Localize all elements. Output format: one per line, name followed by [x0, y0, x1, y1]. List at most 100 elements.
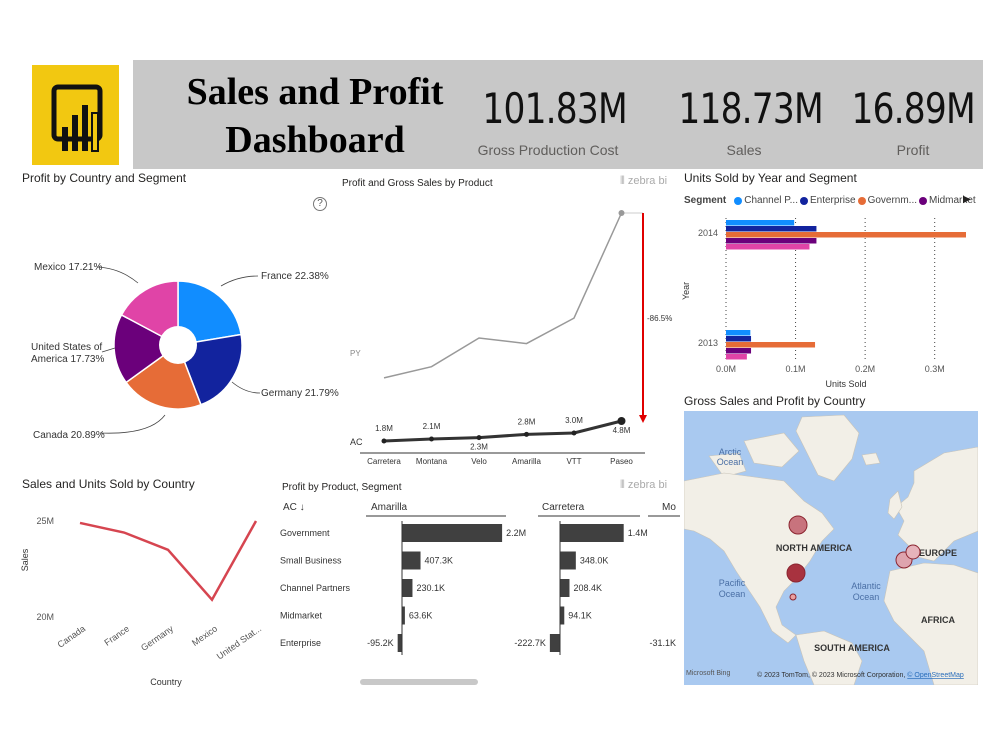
units-bar [726, 330, 751, 336]
py-label: PY [350, 349, 361, 358]
map-bubble-mexico[interactable] [789, 593, 797, 601]
amarilla-bar [402, 524, 503, 542]
col-header-mo: Mo [662, 502, 676, 513]
legend-item-channel: Channel P... [734, 195, 798, 206]
ac-label: AC [350, 437, 363, 447]
units-bar [726, 220, 795, 226]
units-tick-label: 0.2M [855, 364, 875, 374]
units-xlabel: Units Sold [825, 379, 866, 389]
units-bar [726, 348, 752, 354]
pie-slice[interactable] [177, 280, 242, 346]
carretera-value-label: 1.4M [628, 528, 648, 538]
carretera-bar [560, 579, 570, 597]
legend-item-enterprise: Enterprise [799, 195, 856, 206]
product-chart-title: Profit and Gross Sales by Product [342, 178, 493, 189]
carretera-value-label: 94.1K [568, 611, 592, 621]
product-tick-label: VTT [566, 457, 581, 466]
ac-point [571, 430, 577, 436]
sort-header[interactable]: AC ↓ [283, 502, 305, 513]
line-category-label: France [102, 623, 131, 647]
ac-line [383, 419, 622, 443]
units-tick-label: 0.3M [925, 364, 945, 374]
profit-table-chart[interactable]: AC ↓ Amarilla Carretera Mo Government Sma… [276, 496, 680, 666]
map-canvas[interactable]: Arctic Ocean NORTH AMERICA EUROPE Pacifi… [684, 411, 978, 685]
dashboard-title: Sales and Profit Dashboard [186, 71, 444, 161]
pie-hole [159, 326, 197, 364]
carretera-bar [549, 634, 560, 652]
units-bar [726, 232, 966, 238]
map-copyright: © 2023 TomTom, © 2023 Microsoft Corporat… [757, 671, 964, 679]
col-header-amarilla: Amarilla [371, 502, 408, 513]
mo-value-label: -31.1K [649, 638, 676, 648]
line-category-label: Germany [139, 623, 175, 653]
pie-slice[interactable] [120, 280, 179, 347]
osm-link[interactable]: © OpenStreetMap [907, 671, 964, 679]
product-tick-label: Montana [416, 457, 448, 466]
pie-label-canada: Canada 20.89% [33, 430, 105, 441]
legend-item-midmarket: Midmarket [919, 195, 976, 206]
pie-label-mexico: Mexico 17.21% [34, 262, 102, 273]
map-label-arctic: Arctic [719, 447, 742, 457]
line-category-label: Canada [56, 623, 88, 649]
map-label-africa: AFRICA [921, 615, 955, 625]
kpi-label: Profit [896, 142, 930, 158]
units-chart-title: Units Sold by Year and Segment [684, 171, 857, 185]
country-map[interactable]: Arctic Ocean NORTH AMERICA EUROPE Pacifi… [684, 411, 978, 685]
map-bubble-usa[interactable] [786, 563, 806, 583]
units-ylabel: Year [681, 282, 691, 300]
line-category-label: Mexico [190, 623, 219, 648]
map-title: Gross Sales and Profit by Country [684, 394, 866, 408]
amarilla-bar [402, 551, 421, 570]
legend-item-government: Governm... [857, 195, 917, 206]
pie-chart[interactable]: France 22.38% Germany 21.79% Canada 20.8… [0, 190, 340, 460]
kpi-value: 118.73M [678, 84, 823, 133]
carretera-bar [560, 606, 565, 625]
line-category-label: United Stat... [215, 623, 263, 661]
carretera-value-label: 348.0K [580, 556, 609, 566]
kpi-label: Gross Production Cost [477, 142, 619, 158]
kpi-value: 16.89M [851, 84, 976, 133]
help-icon[interactable]: ? [313, 197, 327, 211]
map-label-pacific: Pacific [719, 578, 746, 588]
units-legend: Segment Channel P... Enterprise Governm.… [684, 195, 976, 206]
ac-point [429, 436, 434, 442]
ac-point [476, 435, 482, 441]
kpi-value: 101.83M [482, 84, 627, 133]
pie-slice[interactable] [113, 313, 180, 384]
pie-chart-title: Profit by Country and Segment [22, 171, 187, 185]
units-bar [726, 336, 752, 342]
kpi-profit: 16.89M [838, 84, 988, 133]
ac-data-label: 2.1M [423, 422, 441, 431]
product-tick-label: Amarilla [512, 457, 541, 466]
power-bi-logo [32, 65, 119, 165]
legend-next-icon[interactable]: ▶ [963, 194, 971, 205]
product-chart[interactable]: 1.8M 2.1M 2.3M 2.8M 3.0M 4.8M Carretera Montana… [340, 195, 680, 470]
table-row-label: Government [280, 528, 330, 538]
pie-label-usa-2: America 17.73% [31, 354, 104, 365]
amarilla-value-label: 2.2M [506, 528, 526, 538]
amarilla-value-label: 407.3K [425, 556, 454, 566]
amarilla-bar [402, 579, 413, 597]
units-bar [726, 342, 816, 348]
amarilla-value-label: 63.6K [409, 611, 433, 621]
table-row-label: Enterprise [280, 638, 321, 648]
zebra-bi-icon: ⦀ [620, 175, 628, 187]
map-bubble-canada[interactable] [788, 515, 808, 535]
units-chart[interactable]: 0.0M 0.1M 0.2M 0.3M 2014 2013 Year Units Sold [680, 210, 980, 395]
units-bar [726, 244, 810, 250]
horizontal-scrollbar[interactable] [360, 679, 478, 685]
table-row-label: Midmarket [280, 611, 323, 621]
variance-label: -86.5% [647, 314, 672, 323]
map-bubble-germany[interactable] [905, 544, 921, 560]
zebra-bi-brand: ⦀ zebra bi [620, 175, 668, 187]
table-chart-title: Profit by Product, Segment [282, 482, 402, 493]
units-tick-label: 0.1M [786, 364, 806, 374]
kpi-sales: 118.73M [664, 84, 824, 133]
py-line [383, 212, 623, 379]
line-ylabel: Sales [20, 548, 30, 571]
carretera-value-label: -222.7K [514, 638, 546, 648]
variance-arrowhead [639, 415, 647, 423]
carretera-value-label: 208.4K [573, 583, 602, 593]
map-label-south-america: SOUTH AMERICA [814, 643, 890, 653]
